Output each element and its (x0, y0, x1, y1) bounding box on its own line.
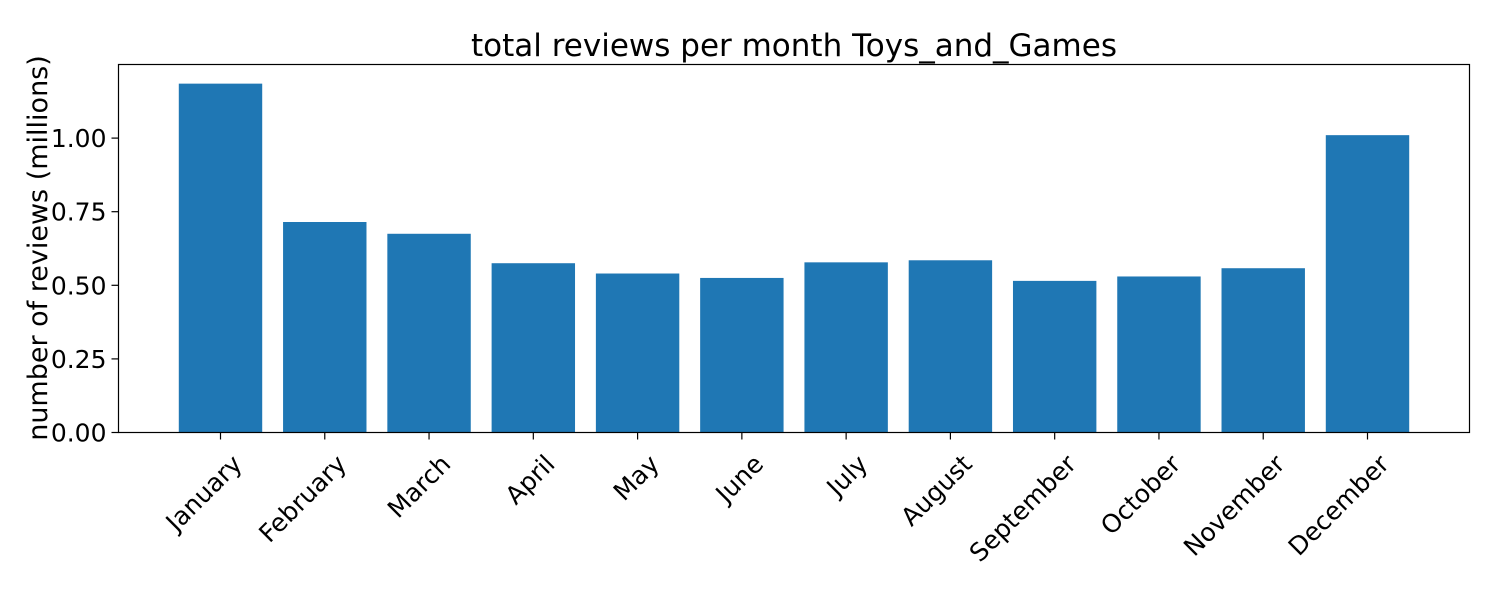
x-tick-label-december: December (1283, 449, 1396, 562)
x-axis-ticks: January February March April May June July Augu… (159, 432, 1396, 568)
y-axis-ticks: 0.00 0.25 0.50 0.75 1.00 (51, 124, 119, 448)
bar-july (804, 262, 888, 433)
x-tick-label-october: October (1095, 449, 1187, 541)
x-tick-label-november: November (1178, 449, 1291, 562)
bar-february (283, 222, 367, 433)
y-axis-title: number of reviews (millions) (23, 55, 54, 441)
x-tick-label-january: January (159, 449, 248, 538)
x-tick-label-july: July (820, 449, 874, 503)
x-tick-label-february: February (253, 449, 352, 548)
bar-june (700, 277, 784, 433)
x-tick-label-august: August (895, 449, 978, 532)
plot-frame (117, 63, 1471, 434)
y-tick-label: 1.00 (51, 124, 107, 153)
bar-december (1325, 135, 1410, 433)
bar-september (1012, 280, 1097, 433)
bar-august (908, 260, 993, 433)
x-tick-label-september: September (964, 449, 1083, 568)
bar-january (178, 83, 263, 433)
x-tick-label-april: April (500, 449, 561, 510)
x-tick-label-march: March (382, 449, 456, 523)
bar-april (491, 263, 576, 433)
bar-november (1221, 268, 1305, 433)
bar-march (387, 233, 471, 433)
x-tick-label-june: June (709, 449, 769, 509)
y-tick-label: 0.00 (51, 419, 107, 448)
bar-may (595, 273, 680, 433)
bar-october (1117, 276, 1201, 433)
x-tick-label-may: May (608, 449, 665, 506)
y-tick-label: 0.25 (51, 345, 107, 374)
bars-group (178, 83, 1410, 433)
y-tick-label: 0.50 (51, 271, 107, 300)
y-tick-label: 0.75 (51, 198, 107, 227)
chart-title: total reviews per month Toys_and_Games (471, 28, 1117, 64)
